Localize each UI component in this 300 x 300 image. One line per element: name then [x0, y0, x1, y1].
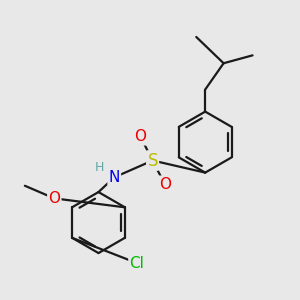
Text: S: S: [147, 152, 158, 169]
Text: H: H: [95, 161, 104, 174]
Text: Cl: Cl: [129, 256, 144, 271]
Text: O: O: [48, 191, 60, 206]
Text: N: N: [109, 170, 120, 185]
Text: O: O: [159, 177, 171, 192]
Text: O: O: [134, 129, 146, 144]
